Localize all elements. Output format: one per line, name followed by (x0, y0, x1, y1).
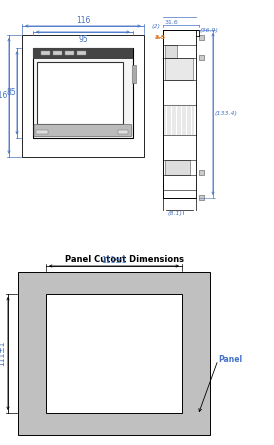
Bar (199, 170, 204, 175)
Bar (132, 65, 136, 83)
Bar (53, 51, 62, 55)
Text: 116: 116 (76, 16, 90, 25)
Text: (133.4): (133.4) (215, 112, 238, 117)
Bar (165, 160, 190, 175)
Bar (37, 62, 123, 124)
Text: 31.6: 31.6 (165, 20, 179, 25)
Text: (8.1): (8.1) (167, 211, 182, 216)
FancyBboxPatch shape (34, 125, 132, 137)
Text: 111±1: 111±1 (101, 256, 127, 265)
Bar (165, 45, 177, 58)
Bar (77, 51, 86, 55)
Text: 3.5: 3.5 (155, 35, 166, 40)
Bar (22, 35, 144, 157)
Text: (2): (2) (152, 24, 161, 29)
Bar (118, 129, 128, 134)
Bar (165, 58, 193, 80)
Text: (36.9): (36.9) (200, 28, 219, 33)
Bar (199, 55, 204, 60)
Bar (199, 35, 204, 40)
Text: 85: 85 (6, 89, 16, 97)
Bar (41, 51, 50, 55)
Bar (199, 195, 204, 200)
Text: 95: 95 (78, 36, 88, 44)
Bar (65, 51, 74, 55)
Bar (33, 48, 133, 138)
Text: 111±1: 111±1 (0, 341, 6, 366)
Text: Panel Cutout Dimensions: Panel Cutout Dimensions (65, 255, 184, 264)
Bar (33, 48, 133, 59)
Bar (36, 129, 48, 134)
Text: 116: 116 (0, 91, 8, 101)
Bar (46, 294, 182, 413)
Text: Panel: Panel (218, 356, 242, 364)
Bar (18, 272, 210, 435)
